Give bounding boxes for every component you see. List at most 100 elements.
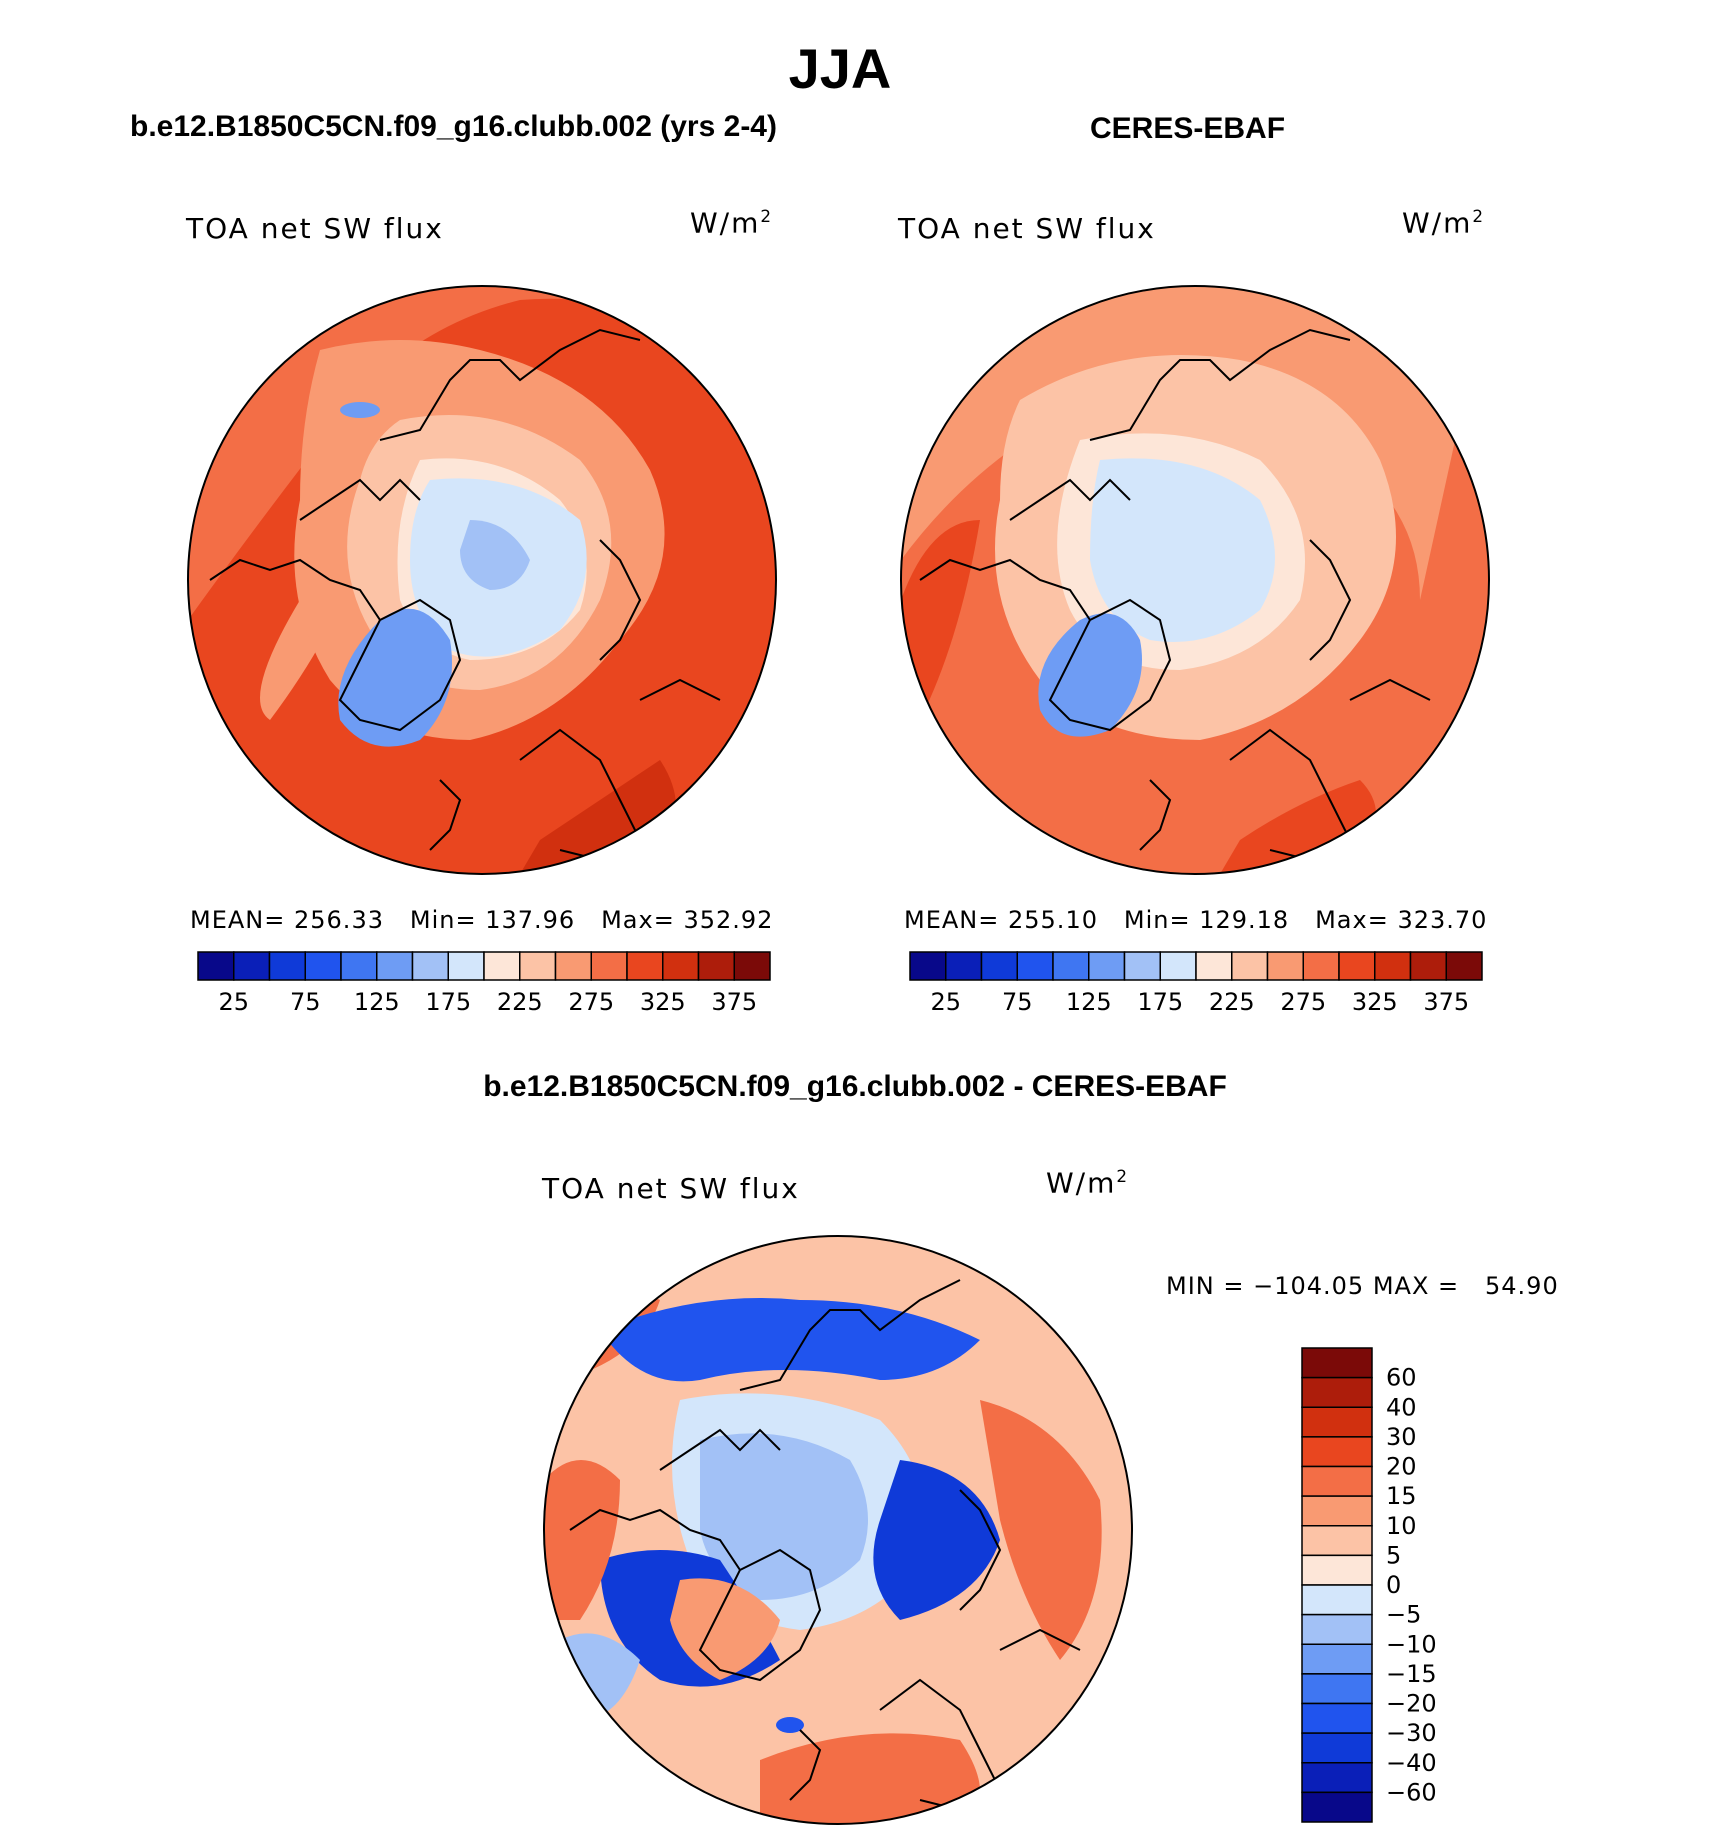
colorbar-3-tick-label: 10	[1386, 1512, 1417, 1540]
colorbar-1-swatch	[197, 951, 235, 981]
colorbar-3-tick-label: 40	[1386, 1393, 1417, 1421]
colorbar-1-tick-label: 325	[640, 988, 686, 1016]
panel-2-variable-label: TOA net SW flux	[898, 212, 1156, 245]
colorbar-3-swatch	[1301, 1554, 1373, 1586]
colorbar-1-tick-label: 225	[497, 988, 543, 1016]
colorbar-3-tick-label: 30	[1386, 1423, 1417, 1451]
colorbar-3-tick-label: 0	[1386, 1571, 1401, 1599]
colorbar-1: 25 75 125 175 225 275 325 375	[197, 951, 771, 1016]
map-3-region-positive	[980, 1400, 1102, 1660]
colorbar-2-tick-label: 125	[1066, 988, 1112, 1016]
colorbar-1-swatch	[411, 951, 449, 981]
colorbar-1-swatch	[662, 951, 700, 981]
colorbar-2-swatch	[1088, 951, 1126, 981]
colorbar-3-tick-label: −40	[1386, 1749, 1437, 1777]
colorbar-1-swatch	[590, 951, 628, 981]
colorbar-1-tick-label: 275	[568, 988, 614, 1016]
colorbar-1-swatch	[519, 951, 557, 981]
colorbar-2-swatch	[945, 951, 983, 981]
map-2-outline	[900, 285, 1490, 875]
panel-1-heading: b.e12.B1850C5CN.f09_g16.clubb.002 (yrs 2…	[130, 110, 777, 143]
colorbar-2-tick-label: 225	[1209, 988, 1255, 1016]
map-3-region-negative-band	[600, 1298, 980, 1382]
colorbar-3-swatch	[1301, 1465, 1373, 1497]
colorbar-3-swatch	[1301, 1436, 1373, 1468]
colorbar-2-swatch	[1195, 951, 1233, 981]
panel-3-variable-label: TOA net SW flux	[542, 1172, 800, 1205]
colorbar-3-tick-label: −20	[1386, 1690, 1437, 1718]
colorbar-2-swatch	[1052, 951, 1090, 981]
colorbar-2-swatch	[1374, 951, 1412, 981]
colorbar-1-tick-label: 175	[425, 988, 471, 1016]
colorbar-2-tick-label: 275	[1280, 988, 1326, 1016]
map-3-outline	[543, 1235, 1133, 1825]
panel-1-variable-label: TOA net SW flux	[186, 212, 444, 245]
colorbar-3-tick-label: −15	[1386, 1660, 1437, 1688]
colorbar-3-swatch	[1301, 1732, 1373, 1764]
colorbar-3-swatch	[1301, 1762, 1373, 1794]
colorbar-2-swatch	[909, 951, 947, 981]
panel-3-heading: b.e12.B1850C5CN.f09_g16.clubb.002 - CERE…	[483, 1070, 1227, 1103]
colorbar-3-swatch	[1301, 1702, 1373, 1734]
colorbar-1-tick-label: 125	[354, 988, 400, 1016]
colorbar-3-swatch	[1301, 1791, 1373, 1823]
colorbar-3-swatch	[1301, 1584, 1373, 1616]
colorbar-3-swatch	[1301, 1347, 1373, 1379]
colorbar-2-swatch	[1266, 951, 1304, 981]
panel-2-heading: CERES-EBAF	[1090, 112, 1286, 145]
colorbar-1-tick-label: 375	[711, 988, 757, 1016]
colorbar-3-swatch	[1301, 1525, 1373, 1557]
colorbar-2-tick-label: 25	[930, 988, 961, 1016]
colorbar-3-tick-label: 15	[1386, 1482, 1417, 1510]
colorbar-2-swatch	[1302, 951, 1340, 981]
colorbar-1-swatch	[554, 951, 592, 981]
colorbar-2-swatch	[1445, 951, 1483, 981]
panel-3-stats: MIN = −104.05 MAX = 54.90	[1166, 1272, 1559, 1300]
colorbar-1-swatch	[233, 951, 271, 981]
colorbar-2-swatch	[1123, 951, 1161, 981]
colorbar-2-swatch	[1231, 951, 1269, 981]
map-3	[543, 1235, 1133, 1825]
colorbar-1-swatch	[340, 951, 378, 981]
colorbar-3-swatch	[1301, 1643, 1373, 1675]
panel-2-units-label: W/m2	[1402, 206, 1486, 240]
colorbar-2-swatch	[1338, 951, 1376, 981]
colorbar-3-tick-label: −10	[1386, 1630, 1437, 1658]
colorbar-2-tick-label: 325	[1352, 988, 1398, 1016]
colorbar-1-swatch	[626, 951, 664, 981]
panel-2-stats: MEAN= 255.10 Min= 129.18 Max= 323.70	[904, 906, 1488, 934]
map-2-region-arctic-ocean	[1090, 458, 1275, 642]
colorbar-3-swatch	[1301, 1673, 1373, 1705]
colorbar-2-swatch	[1409, 951, 1447, 981]
colorbar-2-swatch	[980, 951, 1018, 981]
colorbar-3-tick-label: 60	[1386, 1364, 1417, 1392]
colorbar-2-swatch	[1159, 951, 1197, 981]
panel-1-units-label: W/m2	[690, 206, 774, 240]
colorbar-2-tick-label: 375	[1423, 988, 1469, 1016]
colorbar-2-tick-label: 75	[1002, 988, 1033, 1016]
colorbar-3-swatch	[1301, 1376, 1373, 1408]
colorbar-2-swatch	[1016, 951, 1054, 981]
colorbar-1-swatch	[483, 951, 521, 981]
colorbar-1-swatch	[447, 951, 485, 981]
colorbar-3-swatch	[1301, 1495, 1373, 1527]
map-1-outline	[187, 285, 777, 875]
colorbar-1-swatch	[304, 951, 342, 981]
colorbar-1-swatch	[733, 951, 771, 981]
colorbar-3-tick-label: −30	[1386, 1719, 1437, 1747]
colorbar-3-tick-label: −5	[1386, 1601, 1421, 1629]
colorbar-1-swatch	[268, 951, 306, 981]
colorbar-1-tick-label: 75	[290, 988, 321, 1016]
colorbar-1-tick-label: 25	[218, 988, 249, 1016]
colorbar-3-tick-label: −60	[1386, 1778, 1437, 1806]
map-2-region-shelf	[901, 286, 1489, 600]
colorbar-3-tick-label: 20	[1386, 1453, 1417, 1481]
panel-1-stats: MEAN= 256.33 Min= 137.96 Max= 352.92	[190, 906, 774, 934]
colorbar-1-swatch	[697, 951, 735, 981]
colorbar-3-tick-label: 5	[1386, 1541, 1401, 1569]
colorbar-2-tick-label: 175	[1137, 988, 1183, 1016]
colorbar-1-swatch	[376, 951, 414, 981]
map-2-region-greenland	[1038, 613, 1142, 737]
